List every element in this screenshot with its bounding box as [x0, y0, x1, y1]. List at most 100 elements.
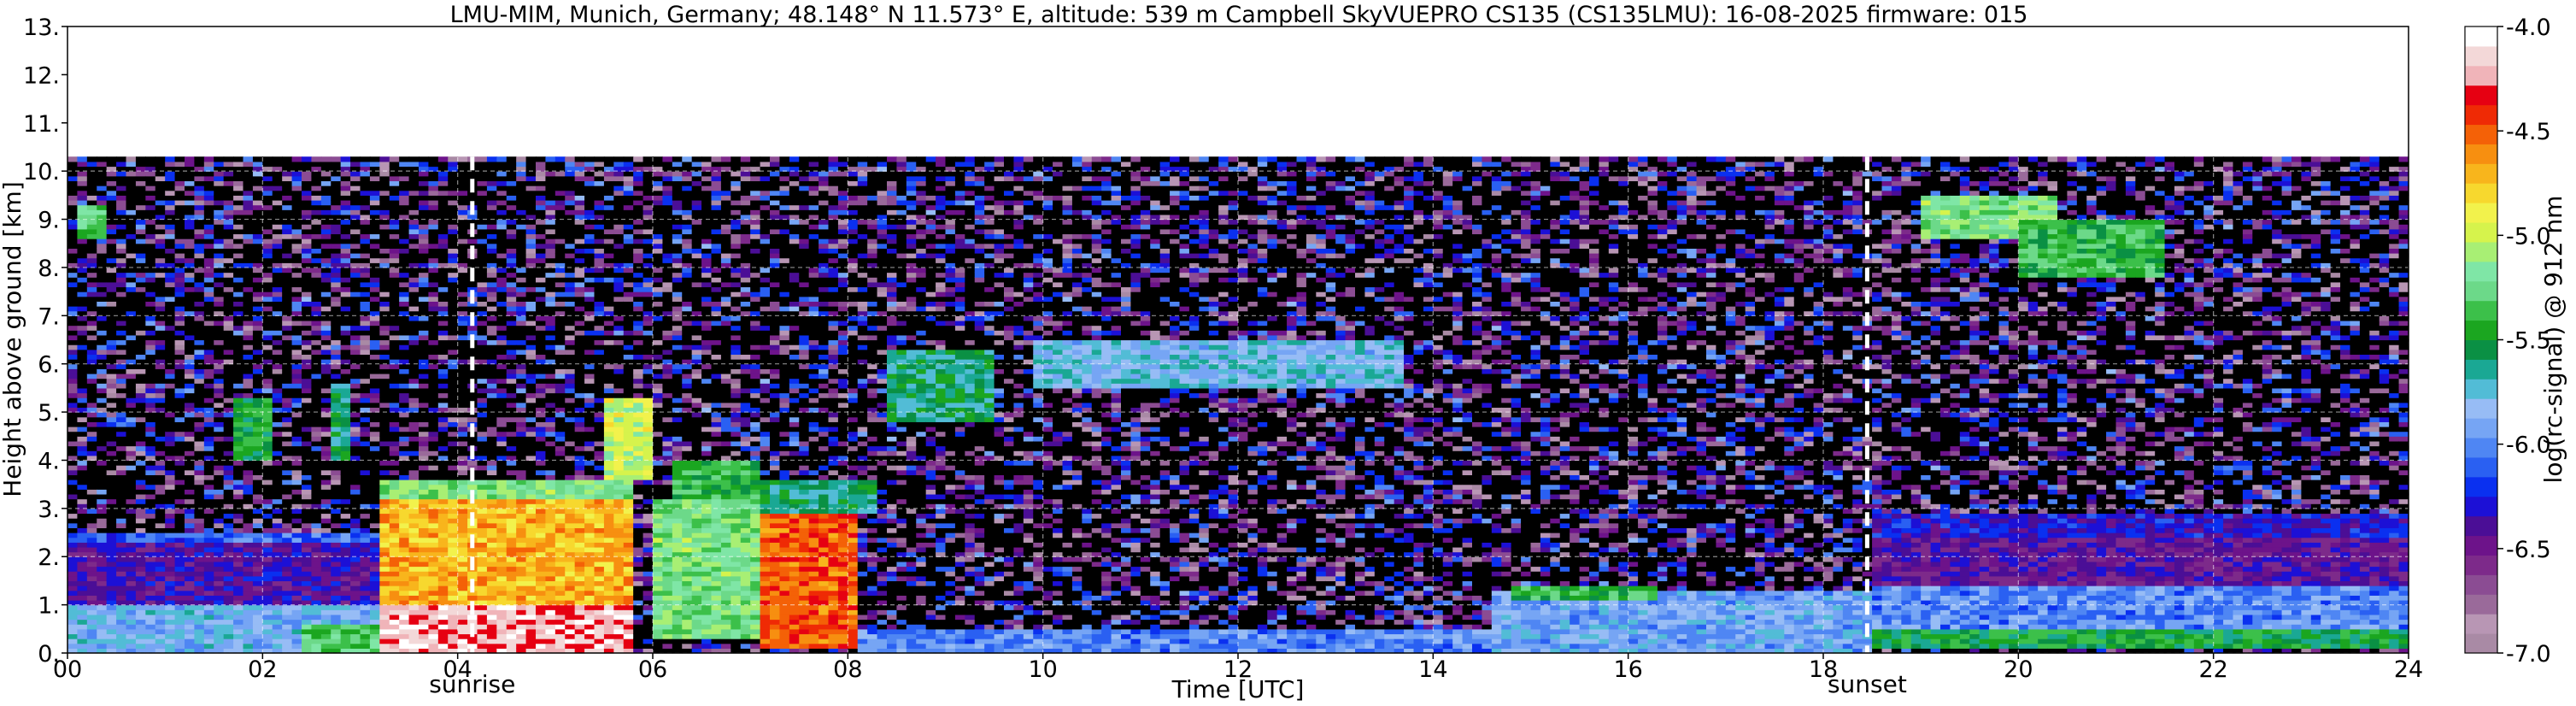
backscatter-cell	[507, 180, 517, 185]
backscatter-cell	[516, 538, 526, 543]
backscatter-cell	[175, 364, 185, 369]
backscatter-cell	[350, 330, 361, 335]
backscatter-cell	[214, 542, 224, 547]
backscatter-cell	[526, 427, 537, 432]
backscatter-cell	[331, 388, 341, 393]
backscatter-cell	[155, 513, 166, 518]
backscatter-cell	[516, 282, 526, 287]
backscatter-cell	[448, 253, 458, 258]
backscatter-cell	[273, 248, 283, 253]
backscatter-cell	[419, 580, 429, 585]
backscatter-cell	[233, 340, 244, 345]
backscatter-cell	[244, 567, 254, 572]
backscatter-cell	[282, 180, 292, 185]
backscatter-cell	[409, 297, 420, 302]
backscatter-cell	[331, 509, 341, 514]
backscatter-cell	[496, 629, 507, 634]
backscatter-cell	[370, 450, 380, 456]
backscatter-cell	[536, 446, 546, 451]
backscatter-cell	[107, 595, 117, 600]
backscatter-cell	[478, 547, 488, 552]
backscatter-cell	[253, 224, 263, 229]
backscatter-cell	[224, 340, 234, 345]
backscatter-cell	[155, 176, 166, 181]
backscatter-cell	[214, 205, 224, 210]
backscatter-cell	[77, 460, 87, 465]
backscatter-cell	[165, 567, 175, 572]
backscatter-cell	[516, 330, 526, 335]
backscatter-cell	[67, 340, 78, 345]
backscatter-cell	[185, 233, 195, 238]
backscatter-cell	[370, 518, 380, 523]
backscatter-cell	[458, 344, 468, 350]
backscatter-cell	[107, 340, 117, 345]
backscatter-cell	[399, 397, 409, 403]
backscatter-cell	[361, 547, 371, 552]
backscatter-cell	[350, 633, 361, 638]
backscatter-cell	[302, 200, 312, 205]
backscatter-cell	[253, 527, 263, 532]
backscatter-cell	[399, 224, 409, 229]
backscatter-cell	[428, 547, 438, 552]
backscatter-cell	[273, 374, 283, 379]
backscatter-cell	[224, 542, 234, 547]
backscatter-cell	[399, 450, 409, 456]
backscatter-cell	[194, 465, 204, 470]
backscatter-cell	[244, 209, 254, 215]
backscatter-cell	[214, 350, 224, 355]
backscatter-cell	[428, 585, 438, 591]
backscatter-cell	[194, 156, 204, 162]
backscatter-cell	[311, 567, 321, 572]
backscatter-cell	[165, 176, 175, 181]
backscatter-cell	[145, 180, 155, 185]
backscatter-cell	[262, 277, 273, 282]
backscatter-cell	[116, 248, 126, 253]
backscatter-cell	[516, 460, 526, 465]
backscatter-cell	[341, 268, 351, 273]
backscatter-cell	[185, 185, 195, 191]
backscatter-cell	[390, 436, 400, 441]
backscatter-cell	[399, 350, 409, 355]
backscatter-cell	[341, 180, 351, 185]
backscatter-cell	[273, 609, 283, 615]
backscatter-cell	[87, 542, 97, 547]
backscatter-cell	[526, 248, 537, 253]
backscatter-cell	[204, 286, 214, 291]
backscatter-cell	[273, 393, 283, 398]
backscatter-cell	[302, 489, 312, 494]
backscatter-cell	[214, 364, 224, 369]
backscatter-cell	[116, 273, 126, 278]
backscatter-cell	[67, 615, 78, 620]
backscatter-cell	[311, 335, 321, 340]
backscatter-cell	[438, 556, 449, 562]
backscatter-cell	[361, 350, 371, 355]
backscatter-cell	[292, 513, 302, 518]
backscatter-cell	[438, 547, 449, 552]
backscatter-cell	[419, 436, 429, 441]
backscatter-cell	[350, 238, 361, 244]
backscatter-cell	[311, 350, 321, 355]
backscatter-cell	[97, 220, 107, 225]
backscatter-cell	[487, 176, 497, 181]
backscatter-cell	[516, 446, 526, 451]
backscatter-cell	[458, 330, 468, 335]
backscatter-cell	[507, 397, 517, 403]
backscatter-cell	[496, 205, 507, 210]
backscatter-cell	[97, 277, 107, 282]
backscatter-cell	[136, 523, 146, 528]
backscatter-cell	[224, 644, 234, 649]
backscatter-cell	[507, 624, 517, 629]
backscatter-cell	[311, 518, 321, 523]
backscatter-cell	[331, 224, 341, 229]
backscatter-cell	[244, 273, 254, 278]
backscatter-cell	[253, 417, 263, 422]
backscatter-cell	[507, 315, 517, 321]
backscatter-cell	[253, 374, 263, 379]
backscatter-cell	[458, 638, 468, 644]
backscatter-cell	[292, 576, 302, 581]
backscatter-cell	[126, 368, 137, 374]
backscatter-cell	[419, 393, 429, 398]
backscatter-cell	[87, 556, 97, 562]
backscatter-cell	[214, 417, 224, 422]
backscatter-cell	[390, 585, 400, 591]
